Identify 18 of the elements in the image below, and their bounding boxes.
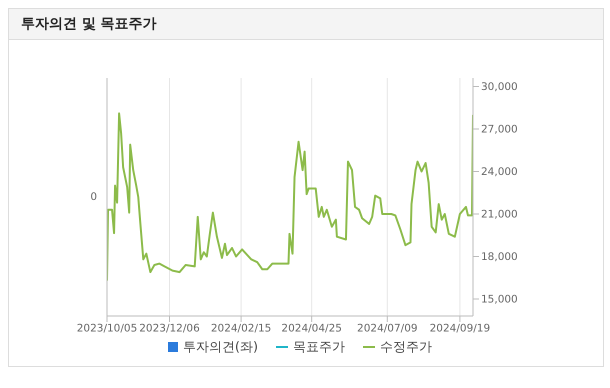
x-tick-label: 2023/12/06	[139, 322, 200, 334]
y2-tick-label: 30,000	[481, 81, 518, 94]
x-tick-label: 2024/02/15	[210, 322, 272, 334]
x-tick-label: 2024/09/19	[430, 322, 490, 334]
y2-tick-label: 27,000	[481, 124, 518, 136]
x-tick-label: 2024/07/09	[357, 322, 418, 334]
chart-title: 투자의견 및 목표주가	[9, 9, 603, 40]
x-tick-label: 2023/10/05	[76, 322, 138, 334]
x-tick-label: 2024/04/25	[281, 322, 342, 334]
legend-label: 목표주가	[293, 339, 346, 356]
y2-tick-label: 24,000	[481, 166, 518, 178]
y2-tick-label: 15,000	[481, 294, 518, 306]
line-series	[107, 112, 473, 282]
legend-label: 투자의견(좌)	[182, 339, 258, 356]
y2-tick-label: 18,000	[481, 251, 518, 264]
legend-label: 수정주가	[380, 339, 432, 356]
y2-tick-label: 21,000	[481, 208, 518, 221]
text: 0	[89, 190, 97, 204]
